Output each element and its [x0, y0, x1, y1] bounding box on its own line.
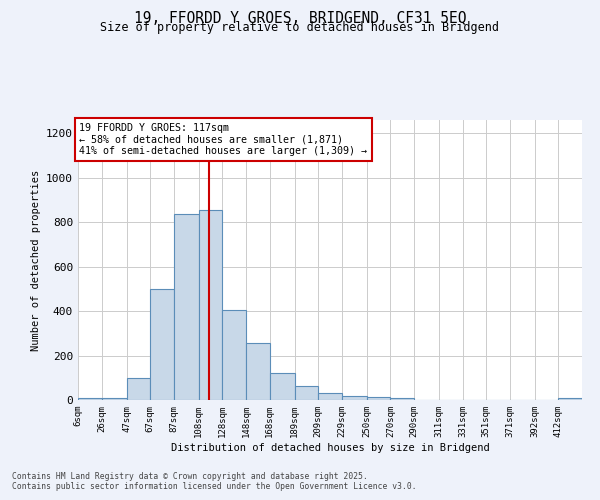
Bar	[318, 394, 342, 400]
Bar	[559, 398, 582, 400]
Text: Size of property relative to detached houses in Bridgend: Size of property relative to detached ho…	[101, 22, 499, 35]
Text: 19 FFORDD Y GROES: 117sqm
← 58% of detached houses are smaller (1,871)
41% of se: 19 FFORDD Y GROES: 117sqm ← 58% of detac…	[79, 123, 367, 156]
Text: Contains public sector information licensed under the Open Government Licence v3: Contains public sector information licen…	[12, 482, 416, 491]
Bar	[127, 378, 150, 400]
Bar	[78, 398, 101, 400]
Bar	[174, 214, 199, 400]
Bar	[342, 396, 367, 400]
Bar	[391, 398, 414, 400]
Bar	[150, 289, 174, 400]
Bar	[246, 342, 269, 400]
Bar	[101, 398, 127, 400]
X-axis label: Distribution of detached houses by size in Bridgend: Distribution of detached houses by size …	[170, 442, 490, 452]
Bar	[269, 374, 295, 400]
Bar	[199, 210, 223, 400]
Y-axis label: Number of detached properties: Number of detached properties	[31, 170, 41, 350]
Bar	[367, 398, 391, 400]
Bar	[223, 310, 246, 400]
Text: 19, FFORDD Y GROES, BRIDGEND, CF31 5EQ: 19, FFORDD Y GROES, BRIDGEND, CF31 5EQ	[134, 11, 466, 26]
Text: Contains HM Land Registry data © Crown copyright and database right 2025.: Contains HM Land Registry data © Crown c…	[12, 472, 368, 481]
Bar	[295, 386, 318, 400]
